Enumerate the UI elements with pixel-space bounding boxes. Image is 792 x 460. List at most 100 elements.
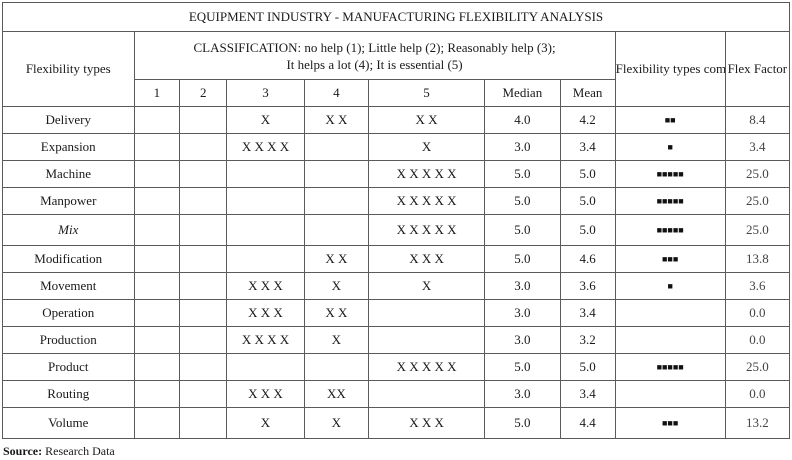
cell-score-3: X X X <box>226 380 305 408</box>
table-row: Manpower X X X X X 5.0 5.0 ■■■■■ 25.0 <box>2 187 791 215</box>
cell-score-3 <box>226 160 305 188</box>
cell-score-1 <box>133 407 181 439</box>
row-type: Expansion <box>2 133 135 161</box>
cell-score-1 <box>133 187 181 215</box>
table-row: Operation X X X X X 3.0 3.4 0.0 <box>2 299 791 327</box>
row-type: Modification <box>2 245 135 273</box>
cell-score-5: X X X X X <box>367 160 486 188</box>
source-note: Source: Research Data <box>3 444 115 459</box>
cell-score-3 <box>226 245 305 273</box>
cell-score-1 <box>133 326 181 354</box>
cell-median: 5.0 <box>484 214 561 246</box>
cell-composition: ■ <box>614 133 726 161</box>
cell-score-5 <box>367 326 486 354</box>
cell-score-2 <box>179 214 228 246</box>
table-row: Modification X X X X X 5.0 4.6 ■■■ 13.8 <box>2 245 791 273</box>
cell-median: 4.0 <box>484 106 561 134</box>
cell-flex-factor: 13.2 <box>724 407 791 439</box>
table-row: Mix X X X X X 5.0 5.0 ■■■■■ 25.0 <box>2 214 791 246</box>
cell-composition <box>614 299 726 327</box>
cell-score-3: X X X <box>226 272 305 300</box>
scale-header-2: 2 <box>179 79 228 107</box>
cell-flex-factor: 25.0 <box>724 214 791 246</box>
cell-mean: 5.0 <box>559 160 616 188</box>
cell-score-4 <box>303 214 369 246</box>
cell-composition: ■ <box>614 272 726 300</box>
cell-median: 5.0 <box>484 407 561 439</box>
cell-score-2 <box>179 326 228 354</box>
cell-score-3: X X X X <box>226 133 305 161</box>
cell-score-3 <box>226 214 305 246</box>
cell-score-3: X X X <box>226 299 305 327</box>
cell-composition: ■■■ <box>614 407 726 439</box>
cell-score-5: X <box>367 272 486 300</box>
cell-score-4: X <box>303 272 369 300</box>
scale-header-5: 5 <box>367 79 486 107</box>
cell-composition: ■■■ <box>614 245 726 273</box>
flexibility-analysis-table: EQUIPMENT INDUSTRY - MANUFACTURING FLEXI… <box>2 2 791 439</box>
cell-score-5: X X X X X <box>367 187 486 215</box>
cell-score-4 <box>303 160 369 188</box>
cell-score-2 <box>179 407 228 439</box>
cell-median: 5.0 <box>484 160 561 188</box>
cell-score-3: X <box>226 407 305 439</box>
cell-score-4: X X <box>303 106 369 134</box>
cell-flex-factor: 25.0 <box>724 187 791 215</box>
cell-score-3: X X X X <box>226 326 305 354</box>
cell-score-5: X X X X X <box>367 214 486 246</box>
cell-score-3 <box>226 353 305 381</box>
header-classification: CLASSIFICATION: no help (1); Little help… <box>133 31 616 80</box>
header-mean: Mean <box>559 79 616 107</box>
row-type: Routing <box>2 380 135 408</box>
cell-score-1 <box>133 299 181 327</box>
cell-mean: 3.4 <box>559 299 616 327</box>
cell-score-4: X <box>303 407 369 439</box>
cell-score-5: X X X <box>367 245 486 273</box>
cell-composition: ■■ <box>614 106 726 134</box>
cell-flex-factor: 25.0 <box>724 160 791 188</box>
row-type: Machine <box>2 160 135 188</box>
cell-score-1 <box>133 272 181 300</box>
cell-score-2 <box>179 133 228 161</box>
cell-score-4: X X <box>303 299 369 327</box>
cell-median: 5.0 <box>484 187 561 215</box>
scale-header-3: 3 <box>226 79 305 107</box>
cell-mean: 4.6 <box>559 245 616 273</box>
cell-median: 5.0 <box>484 353 561 381</box>
cell-score-3 <box>226 187 305 215</box>
cell-composition: ■■■■■ <box>614 187 726 215</box>
cell-score-4: X X <box>303 245 369 273</box>
row-type: Manpower <box>2 187 135 215</box>
cell-score-2 <box>179 106 228 134</box>
cell-mean: 5.0 <box>559 187 616 215</box>
header-composition: Flexibility types composition <box>614 31 726 107</box>
table-row: Machine X X X X X 5.0 5.0 ■■■■■ 25.0 <box>2 160 791 188</box>
cell-mean: 3.4 <box>559 380 616 408</box>
cell-score-2 <box>179 187 228 215</box>
cell-score-1 <box>133 353 181 381</box>
cell-score-2 <box>179 160 228 188</box>
cell-flex-factor: 0.0 <box>724 299 791 327</box>
header-flex-factor: Flex Factor <box>724 31 791 107</box>
row-type: Delivery <box>2 106 135 134</box>
cell-score-4 <box>303 133 369 161</box>
table-row: Expansion X X X X X 3.0 3.4 ■ 3.4 <box>2 133 791 161</box>
cell-median: 3.0 <box>484 133 561 161</box>
cell-median: 5.0 <box>484 245 561 273</box>
table-row: Product X X X X X 5.0 5.0 ■■■■■ 25.0 <box>2 353 791 381</box>
row-type: Volume <box>2 407 135 439</box>
cell-score-1 <box>133 214 181 246</box>
table-row: Volume X X X X X 5.0 4.4 ■■■ 13.2 <box>2 407 791 439</box>
cell-score-5: X <box>367 133 486 161</box>
scale-header-1: 1 <box>133 79 181 107</box>
classification-line-2: It helps a lot (4); It is essential (5) <box>286 56 463 72</box>
cell-flex-factor: 0.0 <box>724 326 791 354</box>
table-title: EQUIPMENT INDUSTRY - MANUFACTURING FLEXI… <box>2 2 790 32</box>
source-text: Research Data <box>45 444 115 458</box>
cell-mean: 3.4 <box>559 133 616 161</box>
classification-line-1: CLASSIFICATION: no help (1); Little help… <box>193 39 556 55</box>
cell-composition: ■■■■■ <box>614 353 726 381</box>
cell-score-5 <box>367 380 486 408</box>
cell-composition: ■■■■■ <box>614 214 726 246</box>
cell-score-5: X X X <box>367 407 486 439</box>
